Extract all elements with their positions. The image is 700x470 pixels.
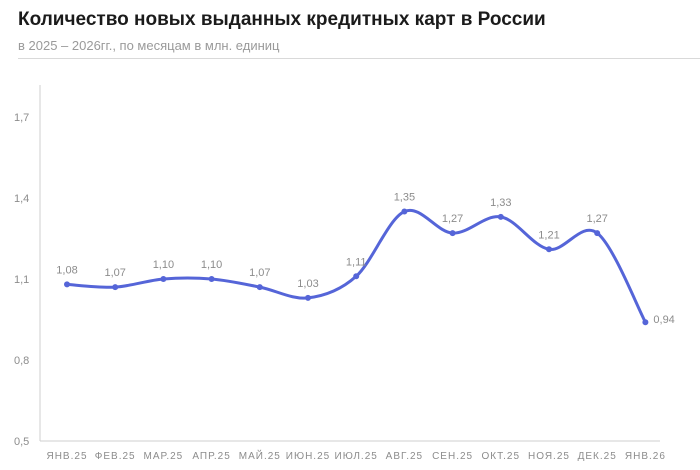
data-point xyxy=(64,281,70,288)
data-label: 1,33 xyxy=(490,197,511,209)
data-point xyxy=(256,284,263,291)
data-label: 1,11 xyxy=(346,256,367,268)
y-tick-label: 1,4 xyxy=(14,193,29,205)
data-label: 1,35 xyxy=(394,192,415,204)
data-point xyxy=(642,319,649,326)
x-tick-label: ИЮЛ.25 xyxy=(335,451,378,462)
y-tick-label: 0,5 xyxy=(14,436,29,448)
x-tick-label: АПР.25 xyxy=(192,451,230,462)
x-tick-label: ЯНВ.26 xyxy=(625,451,666,462)
x-ticks: ЯНВ.25 ФЕВ.25 МАР.25 АПР.25 МАЙ.25 ИЮН.25 ИЮЛ.… xyxy=(46,449,666,462)
x-tick-label: АВГ.25 xyxy=(386,451,423,462)
data-label: 1,08 xyxy=(56,264,77,276)
x-tick-label: ЯНВ.25 xyxy=(46,451,87,462)
y-tick-label: 0,8 xyxy=(14,355,29,367)
data-label: 1,10 xyxy=(153,259,174,271)
data-point xyxy=(449,230,456,237)
data-label: 1,21 xyxy=(538,229,559,241)
x-tick-label: СЕН.25 xyxy=(432,451,473,462)
data-labels: 1,08 1,07 1,10 1,10 1,07 1,03 1,11 1,35 1,27 1,33… xyxy=(56,192,675,327)
data-point xyxy=(305,294,311,301)
data-point xyxy=(112,284,119,291)
x-tick-label: ОКТ.25 xyxy=(482,451,521,462)
x-tick-label: МАЙ.25 xyxy=(239,449,281,462)
x-tick-label: НОЯ.25 xyxy=(528,451,570,462)
data-point xyxy=(353,273,360,280)
x-tick-label: ИЮН.25 xyxy=(286,451,330,462)
x-tick-label: МАР.25 xyxy=(144,451,184,462)
title-divider xyxy=(18,58,700,59)
data-label: 1,10 xyxy=(201,259,222,271)
data-label: 1,07 xyxy=(249,267,270,279)
chart-title: Количество новых выданных кредитных карт… xyxy=(18,9,546,30)
data-point xyxy=(594,230,601,237)
data-label: 1,07 xyxy=(104,267,125,279)
chart-subtitle: в 2025 – 2026гг., по месяцам в млн. един… xyxy=(18,38,280,53)
data-label: 1,03 xyxy=(297,278,318,290)
data-point xyxy=(401,208,408,215)
data-point xyxy=(208,276,215,282)
y-ticks: 0,5 0,8 1,1 1,4 1,7 xyxy=(14,112,29,448)
data-points xyxy=(64,208,649,326)
data-point xyxy=(497,213,504,220)
data-label: 1,27 xyxy=(586,213,607,225)
data-point xyxy=(546,246,552,253)
y-tick-label: 1,1 xyxy=(14,274,29,286)
data-point xyxy=(160,276,167,282)
y-tick-label: 1,7 xyxy=(14,112,29,124)
x-tick-label: ФЕВ.25 xyxy=(95,451,136,462)
data-label: 0,94 xyxy=(653,314,674,326)
data-label: 1,27 xyxy=(442,213,463,225)
x-tick-label: ДЕК.25 xyxy=(578,451,617,462)
